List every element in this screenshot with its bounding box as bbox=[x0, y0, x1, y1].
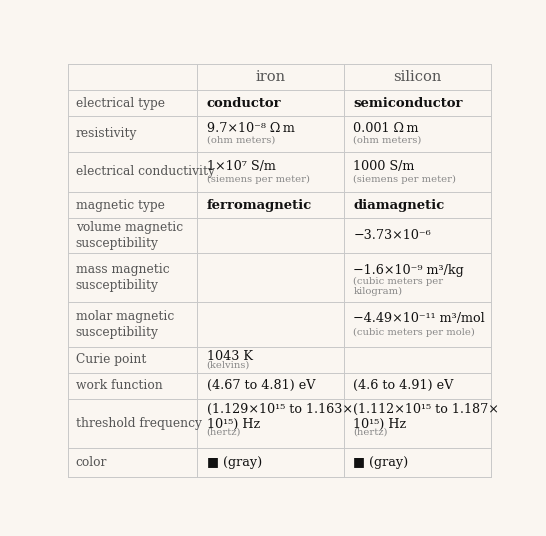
Text: (hertz): (hertz) bbox=[353, 428, 388, 437]
Text: diamagnetic: diamagnetic bbox=[353, 199, 444, 212]
Text: magnetic type: magnetic type bbox=[76, 199, 165, 212]
Text: conductor: conductor bbox=[206, 96, 281, 109]
Text: 9.7×10⁻⁸ Ω m: 9.7×10⁻⁸ Ω m bbox=[206, 122, 294, 135]
Text: (cubic meters per
kilogram): (cubic meters per kilogram) bbox=[353, 277, 443, 296]
Text: electrical conductivity: electrical conductivity bbox=[76, 166, 215, 178]
Text: (4.67 to 4.81) eV: (4.67 to 4.81) eV bbox=[206, 379, 315, 392]
Text: (ohm meters): (ohm meters) bbox=[206, 136, 275, 145]
Text: 0.001 Ω m: 0.001 Ω m bbox=[353, 122, 419, 135]
Text: (kelvins): (kelvins) bbox=[206, 360, 250, 369]
Text: molar magnetic
susceptibility: molar magnetic susceptibility bbox=[76, 310, 174, 339]
Text: electrical type: electrical type bbox=[76, 96, 165, 109]
Text: (ohm meters): (ohm meters) bbox=[353, 136, 422, 145]
Text: (cubic meters per mole): (cubic meters per mole) bbox=[353, 328, 476, 337]
Text: −1.6×10⁻⁹ m³/kg: −1.6×10⁻⁹ m³/kg bbox=[353, 264, 464, 277]
Text: (hertz): (hertz) bbox=[206, 428, 241, 437]
Text: (siemens per meter): (siemens per meter) bbox=[353, 175, 456, 184]
Text: iron: iron bbox=[256, 70, 286, 84]
Text: mass magnetic
susceptibility: mass magnetic susceptibility bbox=[76, 263, 169, 292]
Text: −3.73×10⁻⁶: −3.73×10⁻⁶ bbox=[353, 229, 431, 242]
Text: (4.6 to 4.91) eV: (4.6 to 4.91) eV bbox=[353, 379, 454, 392]
Text: (1.112×10¹⁵ to 1.187×
10¹⁵) Hz: (1.112×10¹⁵ to 1.187× 10¹⁵) Hz bbox=[353, 403, 500, 430]
Text: 1000 S/m: 1000 S/m bbox=[353, 160, 415, 173]
Text: (1.129×10¹⁵ to 1.163×
10¹⁵) Hz: (1.129×10¹⁵ to 1.163× 10¹⁵) Hz bbox=[206, 403, 353, 430]
Text: threshold frequency: threshold frequency bbox=[76, 417, 201, 430]
Text: ■ (gray): ■ (gray) bbox=[206, 456, 262, 469]
Text: ■ (gray): ■ (gray) bbox=[353, 456, 409, 469]
Text: (siemens per meter): (siemens per meter) bbox=[206, 175, 310, 184]
Text: color: color bbox=[76, 456, 107, 469]
Text: semiconductor: semiconductor bbox=[353, 96, 463, 109]
Text: work function: work function bbox=[76, 379, 163, 392]
Text: ferromagnetic: ferromagnetic bbox=[206, 199, 312, 212]
Text: volume magnetic
susceptibility: volume magnetic susceptibility bbox=[76, 221, 183, 250]
Text: −4.49×10⁻¹¹ m³/mol: −4.49×10⁻¹¹ m³/mol bbox=[353, 312, 485, 325]
Text: 1×10⁷ S/m: 1×10⁷ S/m bbox=[206, 160, 276, 173]
Text: silicon: silicon bbox=[394, 70, 442, 84]
Text: Curie point: Curie point bbox=[76, 353, 146, 367]
Text: 1043 K: 1043 K bbox=[206, 350, 253, 363]
Text: resistivity: resistivity bbox=[76, 127, 137, 140]
